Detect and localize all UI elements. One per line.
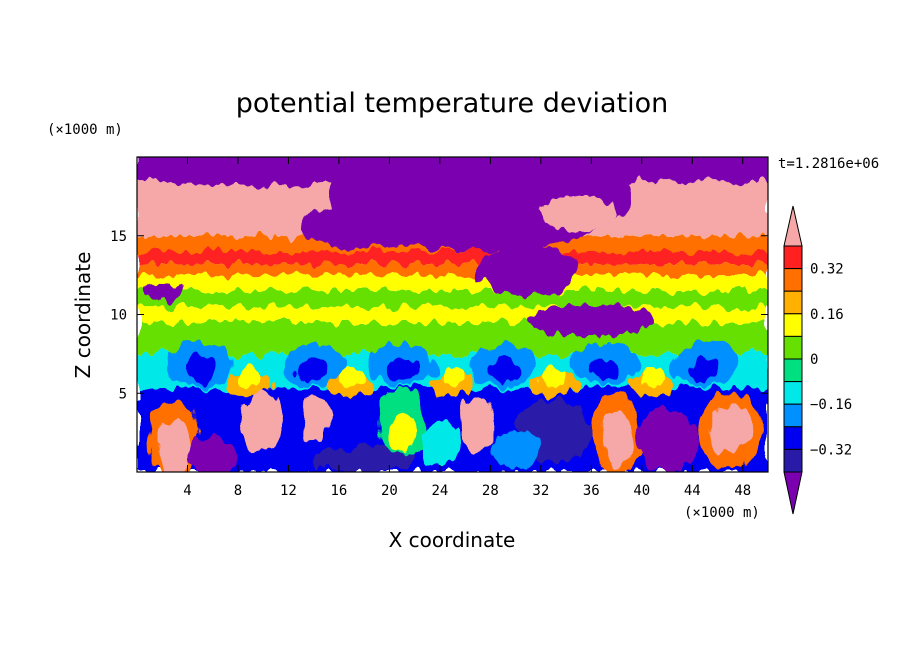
colorbar-box xyxy=(783,426,803,450)
colorbar-box xyxy=(783,290,803,315)
heatmap-field xyxy=(137,157,768,472)
y-tick-label: 10 xyxy=(110,308,127,324)
field-blob xyxy=(487,357,519,383)
field-blob xyxy=(240,393,286,450)
field-blob xyxy=(477,245,579,296)
field-blob xyxy=(588,357,620,383)
field-blob xyxy=(490,431,541,469)
field-blob xyxy=(709,402,751,454)
colorbar-label: 0.32 xyxy=(810,262,844,278)
field-blob xyxy=(528,305,655,337)
colorbar-box xyxy=(783,335,803,360)
field-blob xyxy=(689,357,721,383)
x-tick-label: 24 xyxy=(431,483,448,499)
field-blob xyxy=(301,204,428,249)
chart-title: potential temperature deviation xyxy=(236,88,668,119)
field-layer xyxy=(137,275,768,291)
field-blob xyxy=(601,409,632,466)
colorbar-arrow-bottom xyxy=(783,471,803,515)
field-blob xyxy=(386,357,418,383)
x-tick-label: 4 xyxy=(183,483,191,499)
field-layer xyxy=(137,306,768,323)
y-tick-label: 15 xyxy=(110,229,127,245)
field-blob xyxy=(540,368,567,387)
field-blob xyxy=(636,409,698,472)
colorbar-box xyxy=(783,381,803,405)
x-axis-label: X coordinate xyxy=(389,528,516,552)
x-tick-label: 28 xyxy=(482,483,499,499)
colorbar-label: 0.16 xyxy=(810,307,844,323)
x-tick-label: 40 xyxy=(633,483,650,499)
x-tick-label: 48 xyxy=(734,483,751,499)
field-blob xyxy=(641,368,668,387)
field-blob xyxy=(439,368,466,387)
field-blob xyxy=(460,396,496,454)
x-tick-label: 32 xyxy=(532,483,549,499)
field-layer xyxy=(137,251,768,265)
x-tick-label: 20 xyxy=(381,483,398,499)
colorbar-box xyxy=(783,403,803,428)
field-blob xyxy=(389,412,415,450)
field-blob xyxy=(298,394,329,443)
colorbar-box xyxy=(783,448,803,473)
colorbar: 0.32 0.16 0 −0.16 −0.32 xyxy=(783,205,852,515)
x-axis: 4 8 12 16 20 24 28 32 36 40 44 48 xyxy=(183,157,751,499)
x-tick-label: 8 xyxy=(234,483,242,499)
x-tick-label: 12 xyxy=(280,483,297,499)
colorbar-box xyxy=(783,268,803,292)
field-blob xyxy=(419,421,461,466)
colorbar-box xyxy=(783,358,803,383)
field-blob xyxy=(540,194,617,233)
field-blob xyxy=(338,368,365,387)
y-axis: 5 10 15 xyxy=(110,229,768,402)
x-axis-unit: (×1000 m) xyxy=(684,505,760,521)
field-blob xyxy=(159,415,190,472)
x-tick-label: 44 xyxy=(684,483,701,499)
y-tick-label: 5 xyxy=(119,386,127,402)
y-axis-unit: (×1000 m) xyxy=(47,122,123,138)
x-tick-label: 16 xyxy=(330,483,347,499)
field-layer xyxy=(137,264,768,276)
field-layer xyxy=(137,290,768,307)
colorbar-box xyxy=(783,313,803,337)
colorbar-label: −0.16 xyxy=(810,397,852,413)
colorbar-label: 0 xyxy=(810,352,818,368)
x-tick-label: 36 xyxy=(583,483,600,499)
time-label: t=1.2816e+06 xyxy=(778,156,879,172)
field-blob xyxy=(298,357,329,383)
field-blob xyxy=(184,357,216,383)
field-blob xyxy=(237,368,264,387)
field-blob xyxy=(187,437,238,472)
field-layer xyxy=(137,322,768,354)
y-axis-label: Z coordinate xyxy=(71,252,95,379)
colorbar-label: −0.32 xyxy=(810,442,852,458)
field-blob xyxy=(143,281,182,301)
field-blob xyxy=(137,157,390,187)
colorbar-arrow-top xyxy=(783,205,803,247)
colorbar-box xyxy=(783,245,803,270)
field-blob xyxy=(313,446,415,472)
